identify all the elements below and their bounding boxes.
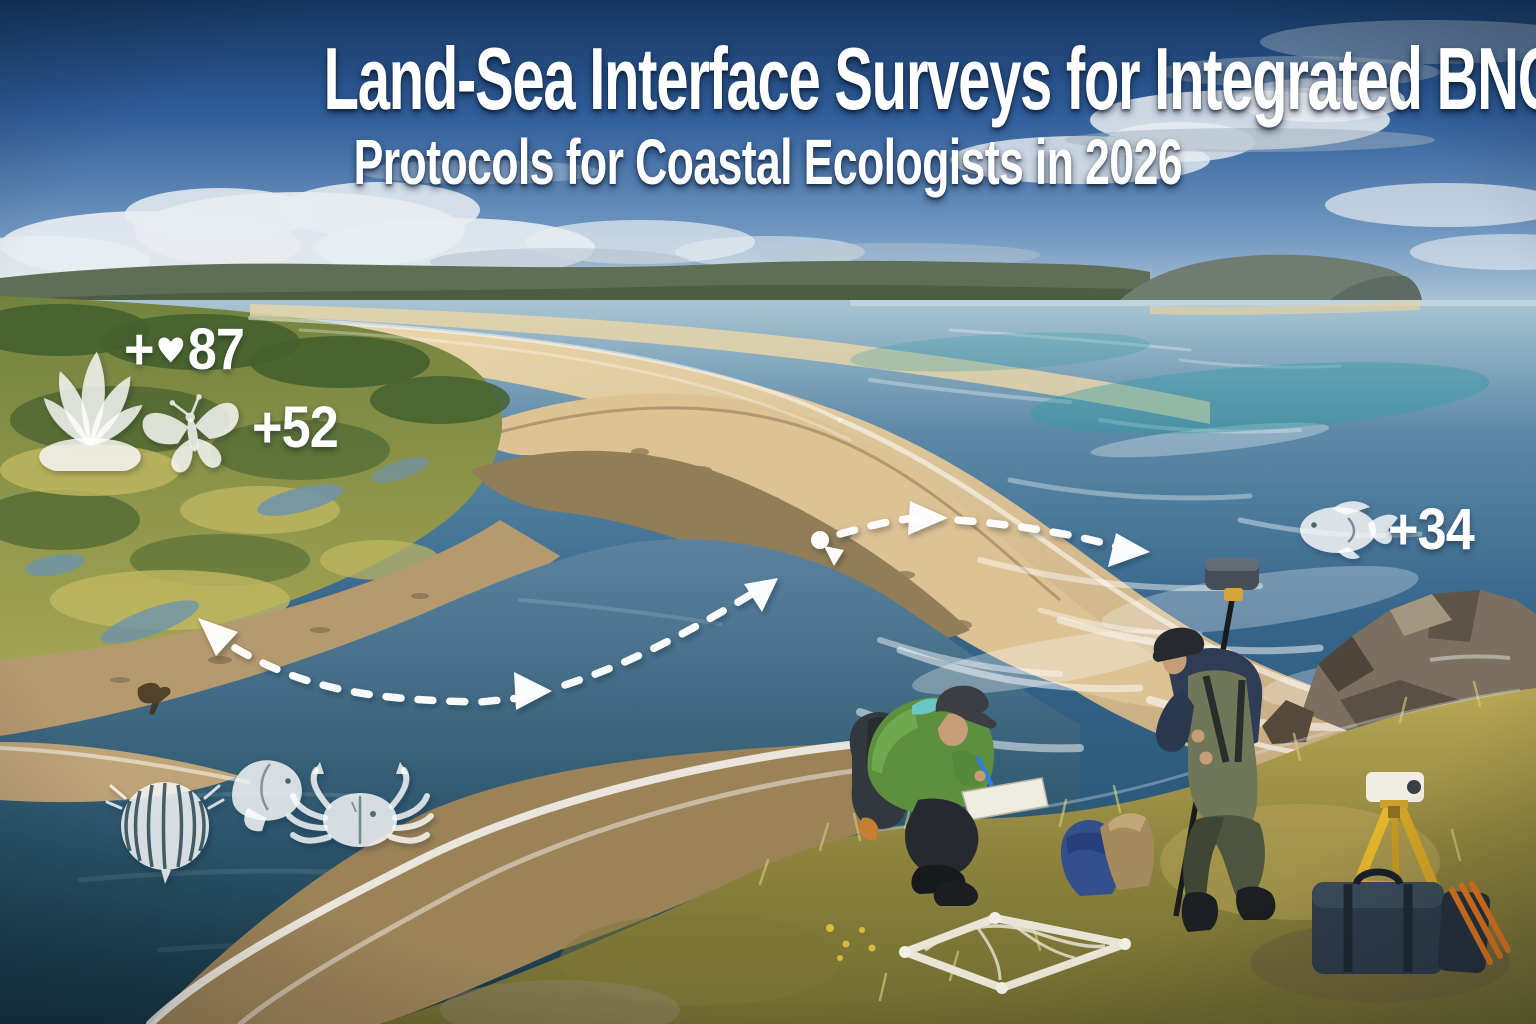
crab-icon <box>286 762 434 847</box>
species-icons <box>39 351 1398 884</box>
location-dot-icon <box>811 531 829 549</box>
survey-route-arrows <box>198 501 1150 710</box>
fish-icon <box>1300 501 1398 559</box>
butterfly-icon <box>142 394 239 473</box>
juvenile-fish-icon <box>232 760 302 832</box>
sea-urchin-icon <box>105 782 225 884</box>
plant-icon <box>39 351 143 471</box>
